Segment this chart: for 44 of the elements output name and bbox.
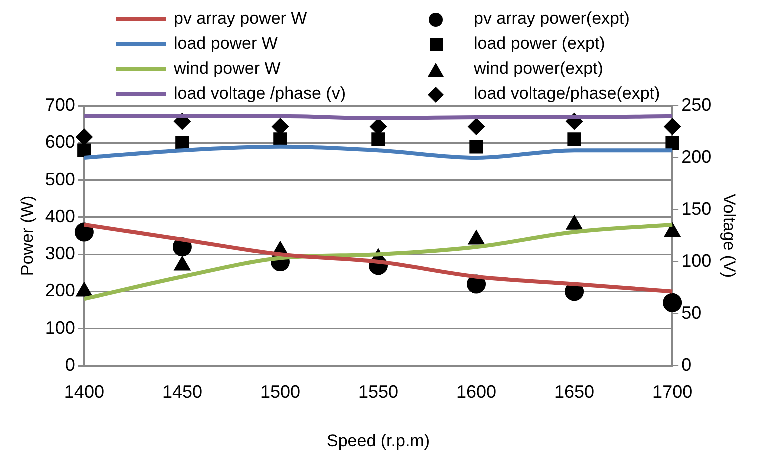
x-tick-label: 1500: [260, 382, 300, 402]
y2-tick-label: 150: [682, 198, 712, 219]
x-tick-label: 1550: [358, 382, 399, 402]
legend-label: pv array power W: [174, 9, 308, 29]
y-axis-title: Power (W): [18, 196, 37, 276]
x-tick-label: 1650: [554, 382, 595, 402]
point: [664, 118, 682, 136]
y-tick-label: 200: [45, 280, 76, 301]
legend-label: load power W: [174, 34, 278, 54]
y-tick-label: 700: [45, 94, 76, 115]
y-tick-label: 300: [45, 244, 76, 264]
y2-tick-label: 200: [682, 146, 712, 167]
x-tick-label: 1450: [162, 382, 202, 402]
point: [74, 222, 94, 242]
x-axis-title: Speed (r.p.m): [327, 431, 430, 450]
legend-label: pv array power(expt): [474, 9, 630, 29]
legend-label: load voltage/phase(expt): [474, 84, 660, 104]
y2-tick-label: 50: [682, 302, 702, 323]
y2-tick-label: 250: [682, 94, 712, 115]
x-tick-label: 1700: [652, 382, 693, 402]
y-tick-label: 400: [45, 206, 76, 226]
y-tick-label: 100: [45, 318, 76, 338]
point: [78, 144, 92, 158]
point: [666, 136, 680, 150]
point: [663, 293, 682, 312]
y2-tick-label: 100: [682, 250, 712, 271]
point: [372, 132, 386, 146]
point: [470, 140, 484, 154]
point: [274, 132, 288, 146]
x-tick-label: 1400: [64, 382, 104, 402]
point: [76, 128, 93, 146]
legend-label: load power (expt): [474, 34, 606, 54]
point: [176, 136, 190, 150]
legend-label: wind power W: [174, 59, 281, 79]
x-tick-label: 1600: [456, 382, 497, 402]
y2-axis-title: Voltage (V): [720, 194, 740, 278]
point: [468, 118, 486, 136]
y-tick-label: 600: [45, 132, 76, 152]
legend-label: wind power(expt): [474, 59, 604, 79]
legend-label: load voltage /phase (v): [174, 84, 346, 104]
y-tick-label: 0: [65, 354, 76, 375]
y-tick-label: 500: [45, 169, 76, 190]
y2-tick-label: 0: [682, 354, 692, 375]
point: [568, 132, 582, 146]
